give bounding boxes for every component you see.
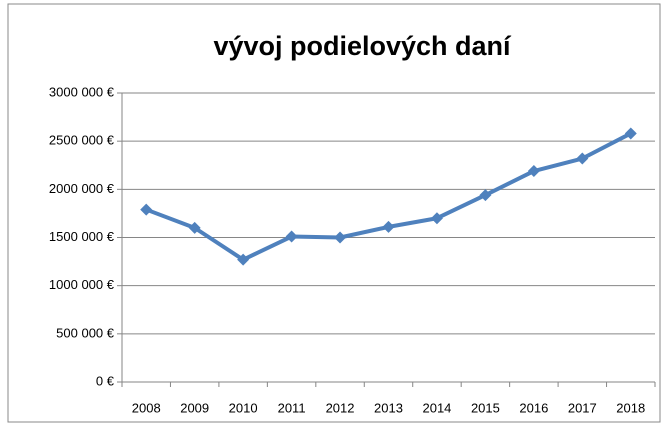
marker — [527, 165, 540, 178]
y-tick-label: 1500 000 € — [49, 229, 115, 244]
y-tick-label: 2500 000 € — [49, 133, 115, 148]
x-tick-label: 2011 — [278, 400, 306, 415]
x-tick-label: 2016 — [519, 400, 548, 415]
x-tick-label: 2009 — [180, 400, 209, 415]
marker — [285, 230, 298, 243]
y-tick-label: 2000 000 € — [49, 181, 115, 196]
marker — [430, 212, 443, 225]
x-tick-label: 2017 — [568, 400, 597, 415]
marker — [188, 221, 201, 234]
x-tick-label: 2014 — [422, 400, 451, 415]
x-tick-label: 2015 — [471, 400, 500, 415]
marker — [140, 203, 153, 216]
y-tick-label: 3000 000 € — [49, 84, 115, 99]
marker — [237, 253, 250, 266]
x-tick-label: 2012 — [326, 400, 355, 415]
x-tick-label: 2013 — [374, 400, 403, 415]
x-tick-label: 2010 — [229, 400, 258, 415]
x-tick-label: 2018 — [616, 400, 645, 415]
marker — [334, 231, 347, 244]
y-tick-label: 0 € — [96, 373, 115, 388]
marker — [624, 127, 637, 140]
marker — [576, 152, 589, 165]
marker — [479, 189, 492, 202]
x-tick-label: 2008 — [132, 400, 161, 415]
marker — [382, 220, 395, 233]
chart-title: vývoj podielových daní — [213, 31, 512, 61]
y-tick-label: 500 000 € — [56, 325, 115, 340]
y-tick-label: 1000 000 € — [49, 277, 115, 292]
chart-border — [7, 3, 661, 423]
